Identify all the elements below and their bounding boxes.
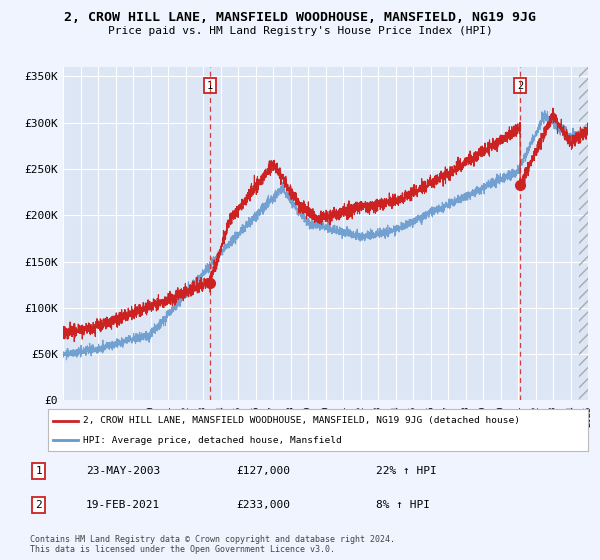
Text: £127,000: £127,000 — [236, 466, 290, 476]
Text: 2, CROW HILL LANE, MANSFIELD WOODHOUSE, MANSFIELD, NG19 9JG (detached house): 2, CROW HILL LANE, MANSFIELD WOODHOUSE, … — [83, 416, 520, 425]
Text: £233,000: £233,000 — [236, 500, 290, 510]
Text: 2: 2 — [35, 500, 43, 510]
Text: 2: 2 — [517, 81, 523, 91]
Text: 23-MAY-2003: 23-MAY-2003 — [86, 466, 160, 476]
Text: 19-FEB-2021: 19-FEB-2021 — [86, 500, 160, 510]
Text: Price paid vs. HM Land Registry's House Price Index (HPI): Price paid vs. HM Land Registry's House … — [107, 26, 493, 36]
Text: 2, CROW HILL LANE, MANSFIELD WOODHOUSE, MANSFIELD, NG19 9JG: 2, CROW HILL LANE, MANSFIELD WOODHOUSE, … — [64, 11, 536, 24]
Text: 8% ↑ HPI: 8% ↑ HPI — [376, 500, 430, 510]
Text: 1: 1 — [35, 466, 43, 476]
Text: HPI: Average price, detached house, Mansfield: HPI: Average price, detached house, Mans… — [83, 436, 342, 445]
Text: 1: 1 — [207, 81, 213, 91]
Bar — [579, 67, 588, 400]
Text: 22% ↑ HPI: 22% ↑ HPI — [376, 466, 437, 476]
Text: Contains HM Land Registry data © Crown copyright and database right 2024.
This d: Contains HM Land Registry data © Crown c… — [30, 535, 395, 554]
